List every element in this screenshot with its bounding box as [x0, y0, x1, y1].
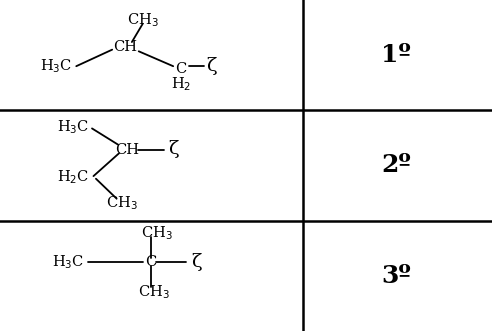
Text: CH$_3$: CH$_3$	[127, 11, 158, 29]
Text: H$_3$C: H$_3$C	[40, 57, 73, 75]
Text: ζ: ζ	[191, 253, 202, 271]
Text: ζ: ζ	[168, 140, 179, 158]
Text: CH: CH	[115, 143, 139, 157]
Text: C: C	[146, 255, 156, 269]
Text: ζ: ζ	[206, 57, 217, 75]
Text: CH$_3$: CH$_3$	[141, 224, 172, 242]
Text: CH$_3$: CH$_3$	[106, 195, 138, 213]
Text: 2º: 2º	[381, 154, 411, 177]
Text: H$_3$C: H$_3$C	[57, 118, 89, 136]
Text: 1º: 1º	[381, 43, 411, 67]
Text: H$_3$C: H$_3$C	[52, 253, 84, 271]
Text: H$_2$: H$_2$	[171, 75, 191, 93]
Text: CH$_3$: CH$_3$	[138, 283, 169, 301]
Text: CH: CH	[114, 40, 137, 54]
Text: C: C	[176, 62, 186, 75]
Text: 3º: 3º	[381, 264, 411, 288]
Text: H$_2$C: H$_2$C	[57, 168, 89, 186]
